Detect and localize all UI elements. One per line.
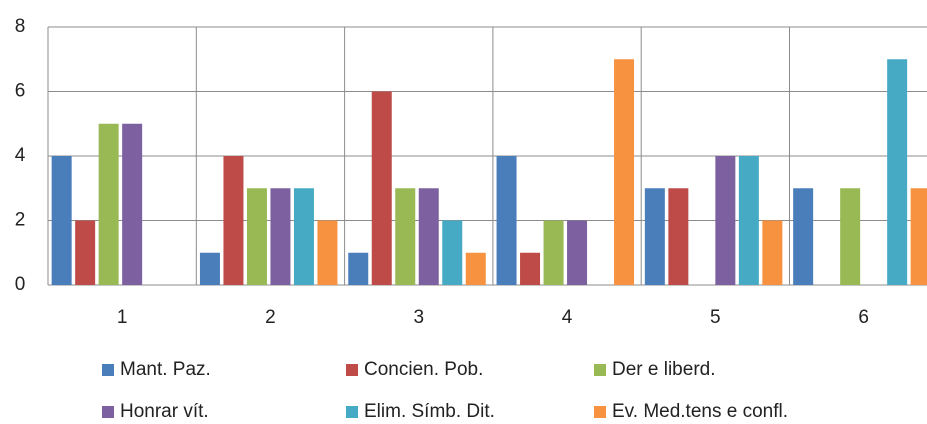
legend-label: Mant. Paz. [120, 359, 211, 380]
bar [887, 59, 908, 285]
bar [293, 188, 314, 285]
legend-swatch [346, 406, 358, 418]
bar [317, 220, 338, 285]
bar [122, 123, 143, 285]
y-tick-label: 0 [15, 274, 26, 295]
bar [496, 156, 517, 285]
bar [738, 156, 759, 285]
bar [465, 252, 486, 285]
bar [614, 59, 635, 285]
bar [75, 220, 96, 285]
bar [348, 252, 369, 285]
x-tick-label: 6 [858, 307, 869, 328]
legend-swatch [346, 364, 358, 376]
legend-swatch [594, 406, 606, 418]
y-tick-label: 4 [15, 145, 26, 166]
legend-label: Concien. Pob. [364, 359, 483, 380]
bar [840, 188, 861, 285]
bar [762, 220, 783, 285]
bar [520, 252, 541, 285]
legend-label: Elim. Símb. Dit. [364, 401, 495, 422]
bar [270, 188, 291, 285]
y-tick-label: 8 [15, 16, 26, 37]
x-tick-label: 5 [710, 307, 721, 328]
bar [543, 220, 564, 285]
bar [199, 252, 220, 285]
y-tick-label: 6 [15, 81, 26, 102]
y-tick-label: 2 [15, 210, 26, 231]
bar [442, 220, 463, 285]
legend-label: Honrar vít. [120, 401, 209, 422]
bar [567, 220, 588, 285]
bar [223, 156, 244, 285]
bar [418, 188, 439, 285]
bar [644, 188, 665, 285]
x-tick-label: 3 [413, 307, 424, 328]
legend-swatch [102, 406, 114, 418]
bar [793, 188, 814, 285]
x-tick-label: 4 [562, 307, 573, 328]
bar [51, 156, 72, 285]
x-tick-label: 1 [117, 307, 128, 328]
legend-label: Ev. Med.tens e confl. [612, 401, 788, 422]
bar [715, 156, 736, 285]
legend-label: Der e liberd. [612, 359, 716, 380]
bar [246, 188, 267, 285]
bar [395, 188, 416, 285]
x-tick-label: 2 [265, 307, 276, 328]
legend-swatch [102, 364, 114, 376]
bar [910, 188, 927, 285]
bar [668, 188, 689, 285]
bar [98, 123, 119, 285]
legend-swatch [594, 364, 606, 376]
bar [371, 91, 392, 285]
